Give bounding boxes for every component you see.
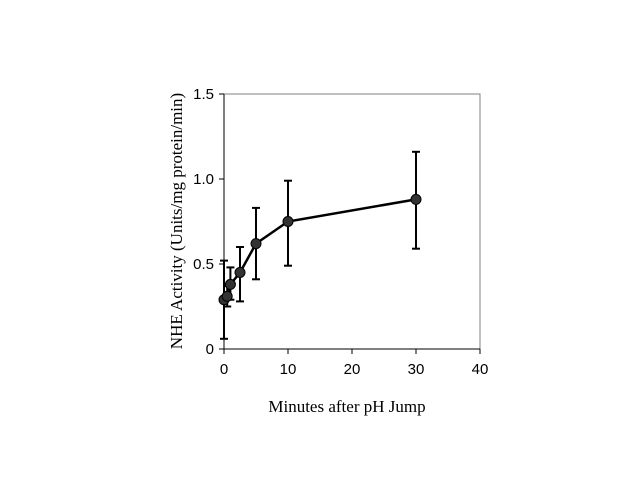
x-tick-label: 30: [408, 361, 425, 378]
data-point: [234, 267, 246, 278]
y-tick-label: 0.5: [193, 256, 214, 273]
y-tick-label: 1.5: [193, 86, 214, 103]
data-point: [221, 290, 233, 302]
data-points: [218, 193, 422, 306]
x-tick-label: 0: [220, 361, 228, 378]
x-axis-label: Minutes after pH Jump: [268, 397, 425, 416]
y-axis-label: NHE Activity (Units/mg protein/min): [167, 93, 186, 349]
axes: [223, 93, 481, 350]
y-tick-label: 0: [206, 341, 214, 358]
data-point: [250, 238, 262, 250]
data-point: [410, 193, 422, 205]
x-tick-label: 20: [344, 361, 361, 378]
data-point: [282, 216, 294, 227]
data-point: [224, 278, 236, 290]
plot-frame: [223, 93, 481, 350]
x-tick-label: 10: [280, 361, 297, 378]
x-tick-label: 40: [472, 361, 489, 378]
y-tick-label: 1.0: [193, 171, 214, 188]
series-line: [223, 198, 417, 301]
series-lines: [223, 198, 417, 301]
error-bars: [220, 150, 420, 340]
y-ticks: 0 0.5 1.0 1.5: [193, 86, 224, 358]
x-ticks: 0 10 20 30 40: [220, 349, 489, 378]
